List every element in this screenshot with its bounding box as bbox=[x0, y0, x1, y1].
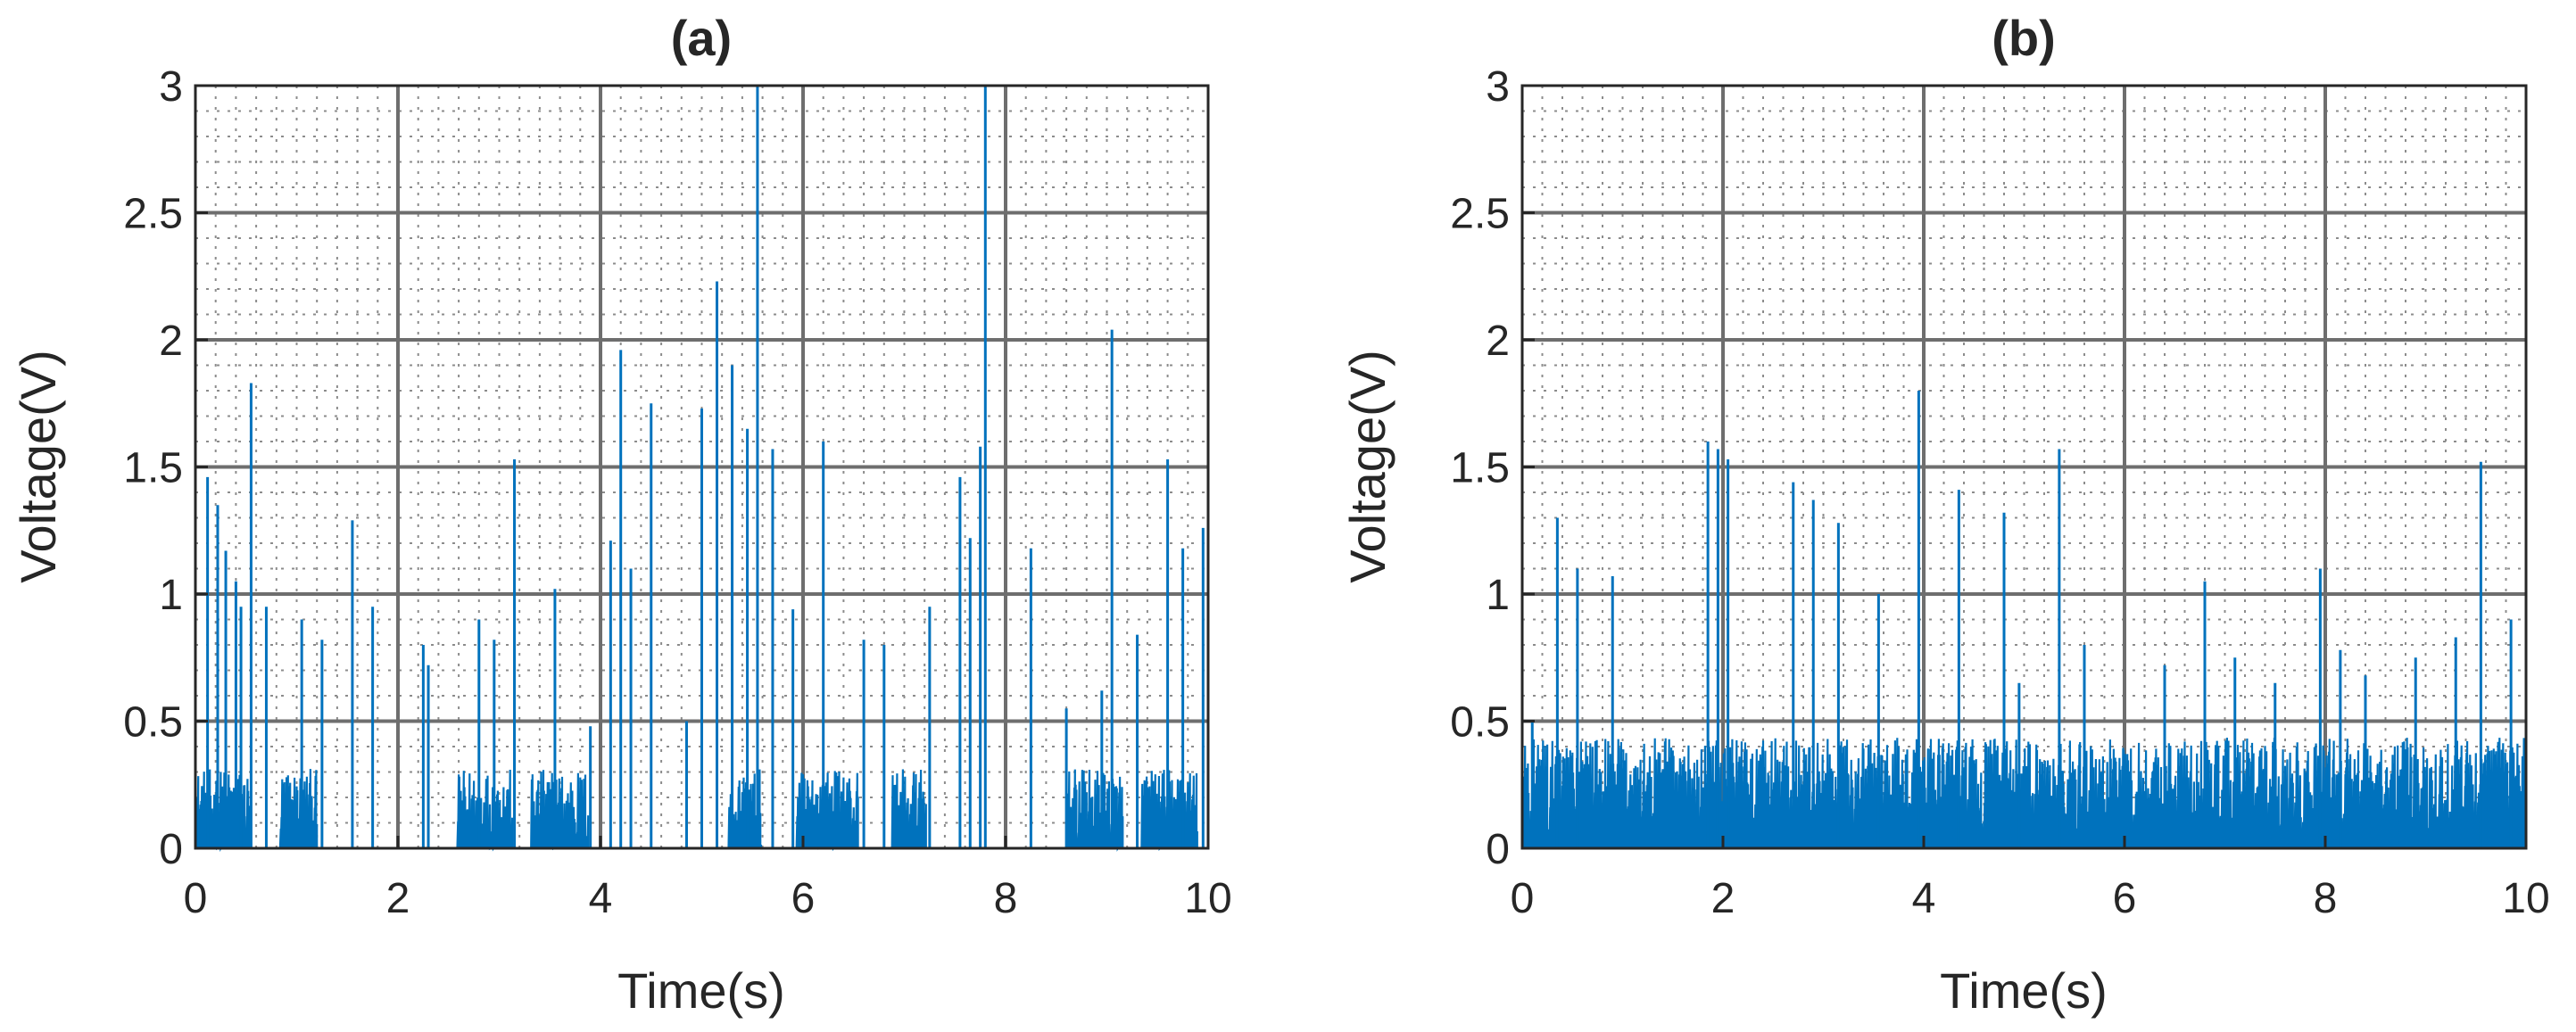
y-tick-label: 2 bbox=[159, 318, 183, 365]
x-tick-label: 4 bbox=[589, 875, 613, 922]
y-tick-label: 1 bbox=[1486, 572, 1510, 619]
signal-trace bbox=[1520, 738, 2528, 849]
y-tick-label: 0.5 bbox=[1450, 699, 1510, 747]
y-tick-label: 0 bbox=[1486, 826, 1510, 873]
y-tick-label: 1.5 bbox=[1450, 445, 1510, 492]
x-tick-label: 8 bbox=[2314, 875, 2338, 922]
y-tick-label: 0.5 bbox=[123, 699, 183, 747]
y-tick-label: 0 bbox=[159, 826, 183, 873]
y-axis-label-b: Voltage(V) bbox=[1339, 350, 1396, 583]
y-tick-label: 1 bbox=[159, 572, 183, 619]
x-tick-label: 6 bbox=[2113, 875, 2137, 922]
x-tick-label: 10 bbox=[2502, 875, 2549, 922]
x-tick-label: 10 bbox=[1184, 875, 1231, 922]
panel-b: 0 2 4 6 8 10 0 0.5 1 1.5 2 2.5 3 (b) Time(s) Voltage… bbox=[1339, 10, 2550, 1019]
y-axis-label-a: Voltage(V) bbox=[10, 350, 66, 583]
x-axis-label-b: Time(s) bbox=[1940, 962, 2108, 1019]
ticks-b: 0 2 4 6 8 10 0 0.5 1 1.5 2 2.5 3 bbox=[1450, 63, 2549, 922]
chart-title-b: (b) bbox=[1992, 10, 2056, 66]
y-tick-label: 2.5 bbox=[123, 191, 183, 238]
panel-a: 0 2 4 6 8 10 0 0.5 1 1.5 2 2.5 3 (a) Time(s) Voltage… bbox=[10, 10, 1232, 1019]
x-tick-label: 8 bbox=[994, 875, 1018, 922]
x-tick-label: 2 bbox=[386, 875, 410, 922]
y-tick-label: 2 bbox=[1486, 318, 1510, 365]
y-tick-label: 3 bbox=[1486, 63, 1510, 111]
x-tick-label: 2 bbox=[1711, 875, 1735, 922]
x-axis-label-a: Time(s) bbox=[617, 962, 785, 1019]
x-tick-label: 0 bbox=[184, 875, 208, 922]
y-tick-label: 3 bbox=[159, 63, 183, 111]
major-grid-b bbox=[1522, 86, 2526, 848]
y-tick-label: 1.5 bbox=[123, 445, 183, 492]
ticks-a: 0 2 4 6 8 10 0 0.5 1 1.5 2 2.5 3 bbox=[123, 63, 1231, 922]
data-layer-a bbox=[194, 86, 1208, 853]
chart-title-a: (a) bbox=[671, 10, 732, 66]
x-tick-label: 0 bbox=[1511, 875, 1535, 922]
y-tick-label: 2.5 bbox=[1450, 191, 1510, 238]
x-tick-label: 6 bbox=[791, 875, 816, 922]
x-tick-label: 4 bbox=[1912, 875, 1936, 922]
